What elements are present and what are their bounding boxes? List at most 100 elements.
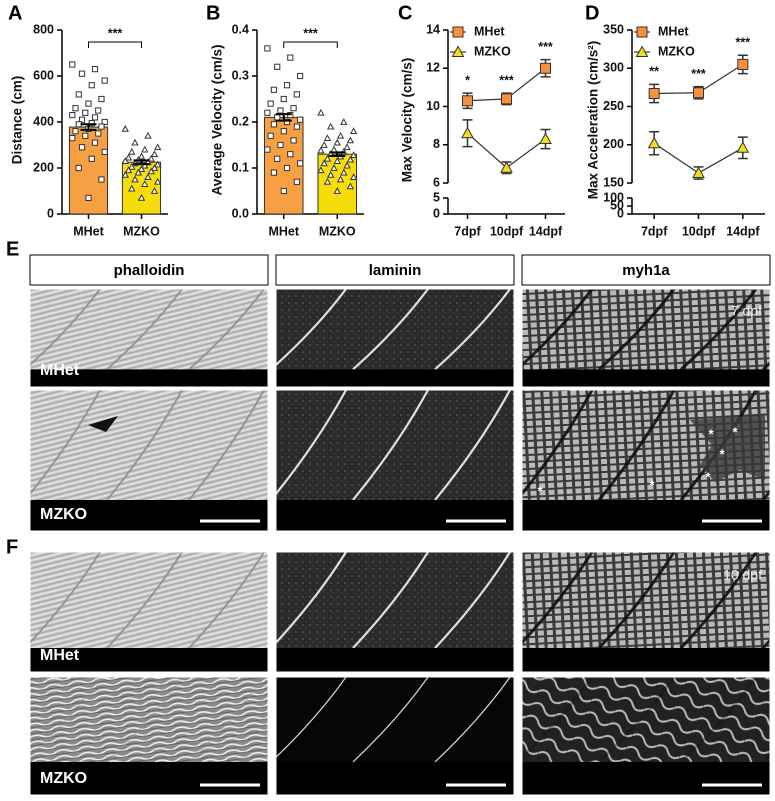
x-tick-label: 10dpf	[490, 224, 524, 238]
legend-label: MZKO	[474, 44, 511, 58]
data-point	[91, 66, 99, 73]
significance: ***	[499, 73, 514, 87]
data-point	[287, 151, 294, 158]
y-tick-label: 600	[33, 68, 54, 82]
significance: ***	[538, 40, 553, 54]
micrograph	[29, 676, 269, 796]
myoseptum	[276, 390, 347, 496]
data-point	[346, 182, 355, 190]
genotype-label: MZKO	[40, 770, 87, 787]
data-point	[131, 175, 139, 183]
myoseptum	[522, 390, 594, 497]
y-axis-label: Max Velocity (cm/s)	[400, 58, 415, 183]
data-point	[128, 162, 136, 170]
data-point	[134, 168, 142, 176]
data-point	[78, 116, 86, 123]
myoseptum	[106, 677, 183, 762]
significance: ***	[736, 36, 751, 50]
data-point	[264, 109, 271, 116]
data-point	[274, 155, 281, 162]
frame	[275, 551, 515, 673]
myoseptum	[522, 289, 594, 367]
data-point	[154, 177, 162, 185]
data-point	[121, 171, 129, 178]
y-tick-label: 14	[426, 22, 440, 36]
myoseptum	[434, 390, 511, 500]
point	[461, 126, 474, 139]
y-tick-label: 150	[603, 175, 624, 189]
data-point	[349, 127, 358, 135]
myoseptum	[188, 289, 265, 370]
data-point	[131, 138, 139, 146]
myoseptum	[188, 390, 265, 500]
error-bar	[133, 159, 150, 166]
data-point	[124, 153, 133, 161]
data-point	[317, 166, 325, 174]
data-point	[336, 175, 345, 183]
frame	[521, 389, 771, 532]
asterisk: *	[719, 446, 725, 461]
tissue	[522, 552, 770, 648]
data-point	[323, 134, 332, 141]
data-point	[349, 151, 358, 158]
frame	[29, 676, 269, 796]
y-tick-label: 0.3	[232, 68, 249, 82]
data-point	[297, 72, 304, 80]
point	[693, 87, 704, 99]
micrograph	[275, 676, 515, 796]
x-tick-label: 14dpf	[529, 224, 563, 238]
data-point	[88, 120, 95, 127]
significance: ***	[108, 26, 123, 40]
data-point	[340, 168, 348, 176]
data-point	[98, 123, 105, 130]
frame	[521, 676, 771, 796]
y-tick-label: 0	[47, 206, 54, 220]
micrograph	[275, 389, 515, 532]
myoseptum	[680, 289, 758, 370]
micrograph	[275, 288, 515, 388]
data-point	[91, 114, 99, 121]
genotype-label: MHet	[40, 362, 80, 379]
data-point	[137, 165, 146, 172]
data-point	[128, 184, 136, 192]
data-point	[150, 164, 159, 171]
data-point	[317, 146, 325, 154]
y-tick-label: 100	[603, 190, 624, 204]
data-point	[101, 118, 108, 126]
myoseptum	[352, 677, 429, 762]
data-point	[333, 157, 341, 164]
myoseptum	[434, 552, 511, 648]
data-point	[137, 194, 146, 201]
y-tick-label: 0	[617, 206, 624, 220]
legend-marker	[451, 45, 465, 57]
data-point	[147, 154, 155, 162]
data-point	[317, 108, 325, 116]
legend-label: MZKO	[658, 44, 695, 58]
myoseptum	[434, 677, 511, 762]
y-tick-label: 400	[33, 114, 54, 128]
y-tick-label: 5	[433, 190, 440, 204]
data-point	[88, 82, 95, 89]
y-tick-label: 6	[433, 175, 440, 189]
data-point	[297, 160, 304, 167]
significance: *	[465, 73, 470, 87]
data-point	[283, 164, 291, 172]
micrograph	[521, 551, 771, 673]
y-tick-label: 0.1	[232, 160, 249, 174]
data-point	[343, 161, 351, 169]
myoseptum	[188, 677, 265, 762]
data-point	[78, 70, 86, 77]
data-point	[154, 160, 162, 168]
frame	[275, 676, 515, 796]
micrograph	[275, 551, 515, 673]
significance: ***	[303, 26, 318, 40]
data-point	[280, 187, 287, 195]
asterisk: *	[708, 426, 714, 441]
frame	[521, 551, 771, 673]
x-tick-label: MHet	[268, 224, 299, 238]
point	[737, 58, 749, 70]
micrograph	[521, 676, 771, 796]
error-bar	[275, 113, 292, 122]
